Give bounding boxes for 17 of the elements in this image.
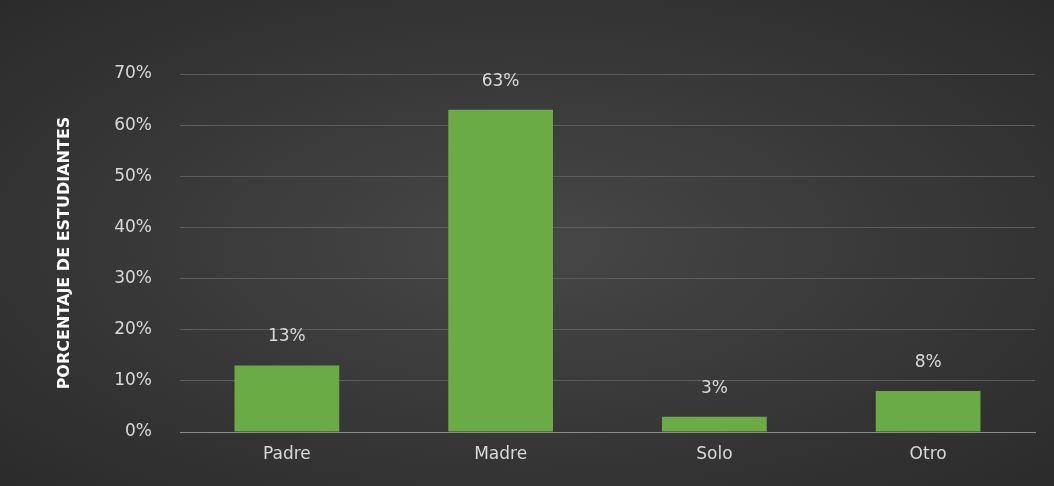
y-tick-label: 60% <box>114 113 152 134</box>
y-axis-title: PORCENTAJE DE ESTUDIANTES <box>53 116 73 390</box>
y-tick-label: 50% <box>114 164 152 185</box>
x-tick-label: Otro <box>909 442 947 463</box>
y-tick-label: 70% <box>114 62 152 83</box>
data-label: 3% <box>700 376 728 397</box>
x-tick-label: Padre <box>262 442 311 463</box>
y-tick-label: 0% <box>125 420 152 441</box>
y-tick-label: 20% <box>114 318 152 339</box>
x-tick-label: Solo <box>696 442 733 463</box>
y-tick-label: 30% <box>114 266 152 287</box>
y-tick-label: 40% <box>114 215 152 236</box>
y-tick-label: 10% <box>114 369 152 390</box>
x-tick-label: Madre <box>474 442 528 463</box>
data-label: 13% <box>267 325 306 346</box>
data-label: 63% <box>481 69 520 90</box>
data-label: 8% <box>914 351 942 372</box>
